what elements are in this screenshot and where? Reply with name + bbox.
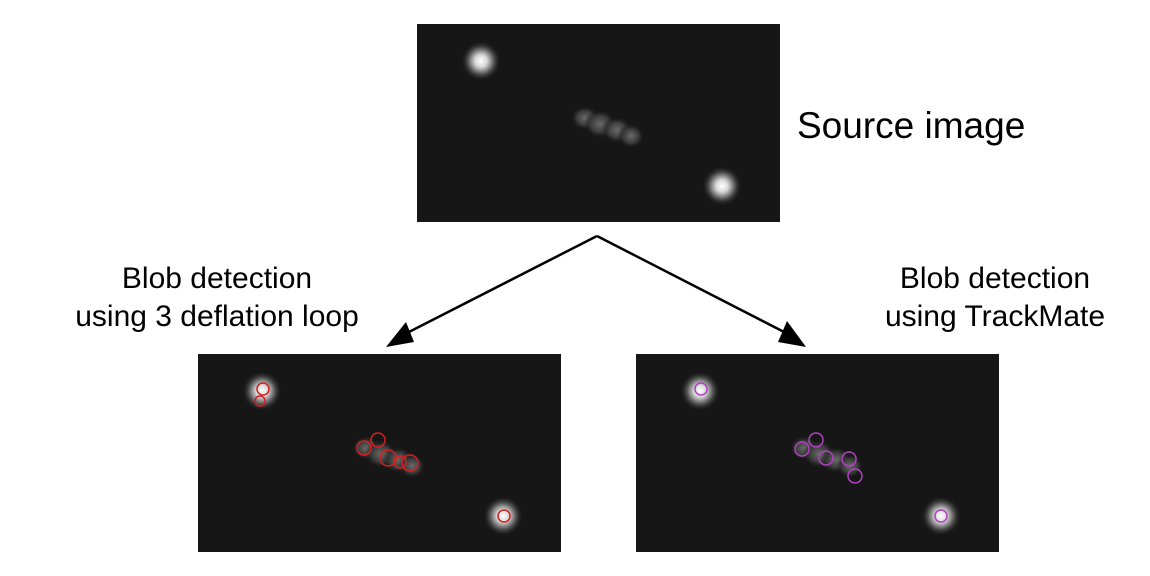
left-label: Blob detection: [122, 262, 312, 295]
source-label: Source image: [797, 105, 1025, 146]
arrow-head: [386, 322, 414, 347]
source-image: [417, 24, 780, 222]
left-label: using 3 deflation loop: [75, 300, 359, 333]
arrow-head: [778, 321, 806, 347]
right-label: using TrackMate: [885, 300, 1105, 333]
trackmate-result: [636, 354, 999, 552]
detections: [694, 382, 948, 523]
detections: [254, 382, 511, 523]
deflation-result: [198, 354, 561, 552]
right-label: Blob detection: [900, 262, 1090, 295]
arrows: [404, 234, 789, 336]
